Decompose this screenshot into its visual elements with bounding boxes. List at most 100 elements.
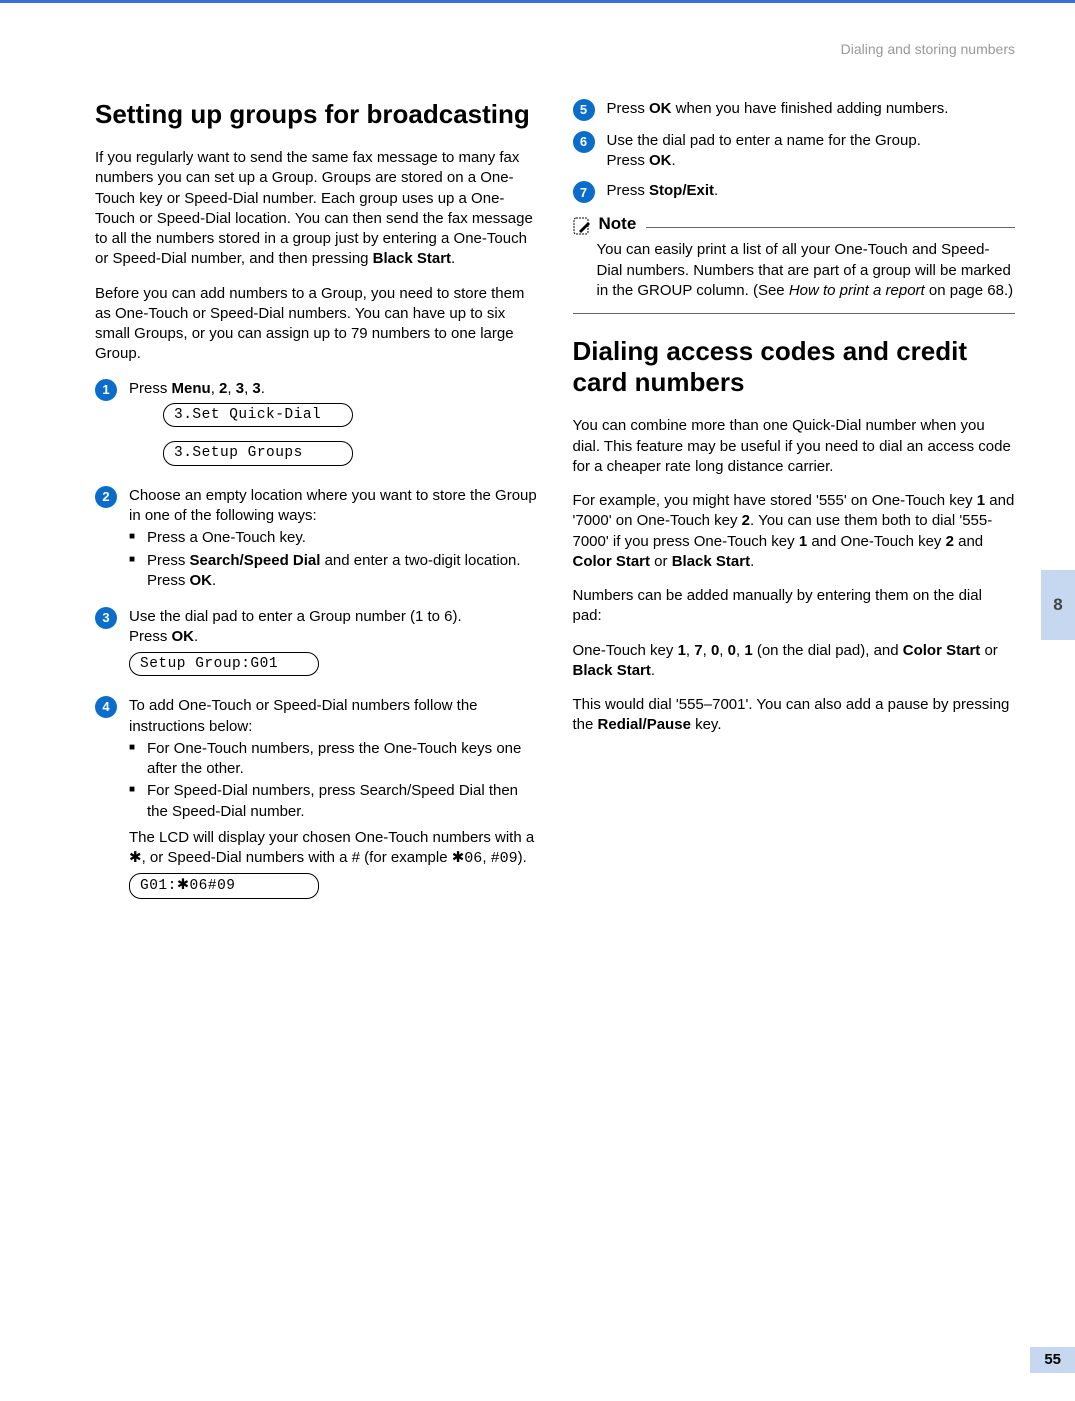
note-block: Note You can easily print a list of all … bbox=[573, 213, 1016, 314]
bold-3b: 3 bbox=[252, 380, 260, 397]
step-4: 4 To add One-Touch or Speed-Dial numbers… bbox=[95, 696, 538, 909]
text: . bbox=[212, 572, 216, 589]
text: To add One-Touch or Speed-Dial numbers f… bbox=[129, 697, 478, 734]
text: . bbox=[261, 380, 265, 397]
access-p2: For example, you might have stored '555'… bbox=[573, 491, 1016, 572]
step-number-icon: 2 bbox=[95, 486, 123, 597]
step-6: 6 Use the dial pad to enter a name for t… bbox=[573, 131, 1016, 172]
bold-color-start: Color Start bbox=[903, 642, 981, 659]
text: , bbox=[482, 849, 490, 866]
text: . bbox=[714, 182, 718, 199]
text: 06#09 bbox=[189, 878, 235, 894]
mono-text: 06 bbox=[464, 850, 482, 867]
step-body: Press OK when you have finished adding n… bbox=[607, 99, 1016, 121]
page-number: 55 bbox=[1030, 1347, 1075, 1373]
text: Press bbox=[147, 552, 190, 569]
step-number-icon: 1 bbox=[95, 379, 123, 476]
bold-1: 1 bbox=[977, 492, 985, 509]
text: One-Touch key bbox=[573, 642, 678, 659]
bold-stop-exit: Stop/Exit bbox=[649, 182, 714, 199]
top-accent-bar bbox=[0, 0, 1075, 3]
step-body: Choose an empty location where you want … bbox=[129, 486, 538, 597]
text: (on the dial pad), and bbox=[753, 642, 903, 659]
right-column: 5 Press OK when you have finished adding… bbox=[573, 99, 1016, 919]
access-p3: Numbers can be added manually by enterin… bbox=[573, 586, 1016, 627]
step-2: 2 Choose an empty location where you wan… bbox=[95, 486, 538, 597]
bold-black-start: Black Start bbox=[573, 662, 651, 679]
text: ). bbox=[518, 849, 527, 866]
text: . bbox=[651, 662, 655, 679]
italic-link-text: How to print a report bbox=[789, 282, 925, 299]
heading-access-codes: Dialing access codes and credit card num… bbox=[573, 336, 1016, 398]
access-p5: This would dial '555–7001'. You can also… bbox=[573, 695, 1016, 736]
bold-black-start: Black Start bbox=[373, 250, 451, 267]
step-body: Press Stop/Exit. bbox=[607, 181, 1016, 203]
text: Press bbox=[129, 380, 172, 397]
note-rule bbox=[646, 227, 1015, 228]
bold-ok: OK bbox=[190, 572, 213, 589]
bold-7: 7 bbox=[694, 642, 702, 659]
step2-list: Press a One-Touch key. Press Search/Spee… bbox=[129, 528, 538, 591]
text: . bbox=[750, 553, 754, 570]
text: , or Speed-Dial numbers with a # (for ex… bbox=[142, 849, 452, 866]
circle-5: 5 bbox=[573, 99, 595, 121]
text: Choose an empty location where you want … bbox=[129, 487, 537, 524]
lcd-display-1: 3.Set Quick-Dial bbox=[163, 403, 353, 428]
star-icon: ✱ bbox=[177, 877, 190, 893]
step-body: To add One-Touch or Speed-Dial numbers f… bbox=[129, 696, 538, 909]
list-item: Press a One-Touch key. bbox=[129, 528, 538, 548]
step-3: 3 Use the dial pad to enter a Group numb… bbox=[95, 607, 538, 686]
step-body: Press Menu, 2, 3, 3. 3.Set Quick-Dial 3.… bbox=[129, 379, 538, 476]
text: , bbox=[686, 642, 694, 659]
bold-1b: 1 bbox=[799, 533, 807, 550]
bold-1b: 1 bbox=[744, 642, 752, 659]
text: . bbox=[672, 152, 676, 169]
step-number-icon: 7 bbox=[573, 181, 601, 203]
text: The LCD will display your chosen One-Tou… bbox=[129, 829, 534, 846]
text: or bbox=[980, 642, 998, 659]
mono-text: #09 bbox=[491, 850, 518, 867]
text: . bbox=[194, 628, 198, 645]
text: For example, you might have stored '555'… bbox=[573, 492, 977, 509]
lcd-display-3: Setup Group:G01 bbox=[129, 652, 319, 677]
intro-paragraph-1: If you regularly want to send the same f… bbox=[95, 148, 538, 270]
text: Press bbox=[607, 100, 650, 117]
bold-color-start: Color Start bbox=[573, 553, 651, 570]
chapter-tab: 8 bbox=[1041, 570, 1075, 640]
text: Press bbox=[129, 628, 172, 645]
content-columns: Setting up groups for broadcasting If yo… bbox=[95, 99, 1015, 919]
bold-2b: 2 bbox=[946, 533, 954, 550]
text: on page 68.) bbox=[925, 282, 1013, 299]
text: , bbox=[703, 642, 711, 659]
list-item: Press Search/Speed Dial and enter a two-… bbox=[129, 551, 538, 592]
circle-4: 4 bbox=[95, 696, 117, 718]
step-7: 7 Press Stop/Exit. bbox=[573, 181, 1016, 203]
page: Dialing and storing numbers Setting up g… bbox=[0, 0, 1075, 1401]
text: when you have finished adding numbers. bbox=[672, 100, 949, 117]
step-body: Use the dial pad to enter a Group number… bbox=[129, 607, 538, 686]
note-title: Note bbox=[599, 213, 637, 236]
circle-1: 1 bbox=[95, 379, 117, 401]
left-column: Setting up groups for broadcasting If yo… bbox=[95, 99, 538, 919]
step-number-icon: 3 bbox=[95, 607, 123, 686]
bold-0b: 0 bbox=[728, 642, 736, 659]
step-number-icon: 6 bbox=[573, 131, 601, 172]
note-header: Note bbox=[573, 213, 1016, 236]
text: Use the dial pad to enter a name for the… bbox=[607, 132, 921, 149]
step-number-icon: 5 bbox=[573, 99, 601, 121]
circle-3: 3 bbox=[95, 607, 117, 629]
text: . bbox=[451, 250, 455, 267]
header-breadcrumb: Dialing and storing numbers bbox=[95, 40, 1015, 59]
lcd-display-4: G01:✱06#09 bbox=[129, 873, 319, 899]
bold-menu: Menu bbox=[172, 380, 211, 397]
step-1: 1 Press Menu, 2, 3, 3. 3.Set Quick-Dial … bbox=[95, 379, 538, 476]
text: , bbox=[227, 380, 235, 397]
text: and bbox=[954, 533, 983, 550]
note-body: You can easily print a list of all your … bbox=[573, 240, 1016, 314]
text: G01: bbox=[140, 878, 177, 894]
lcd-display-2: 3.Setup Groups bbox=[163, 441, 353, 466]
note-pencil-icon bbox=[573, 217, 593, 235]
heading-groups: Setting up groups for broadcasting bbox=[95, 99, 538, 130]
access-p4: One-Touch key 1, 7, 0, 0, 1 (on the dial… bbox=[573, 641, 1016, 682]
star-icon: ✱ bbox=[129, 849, 142, 866]
